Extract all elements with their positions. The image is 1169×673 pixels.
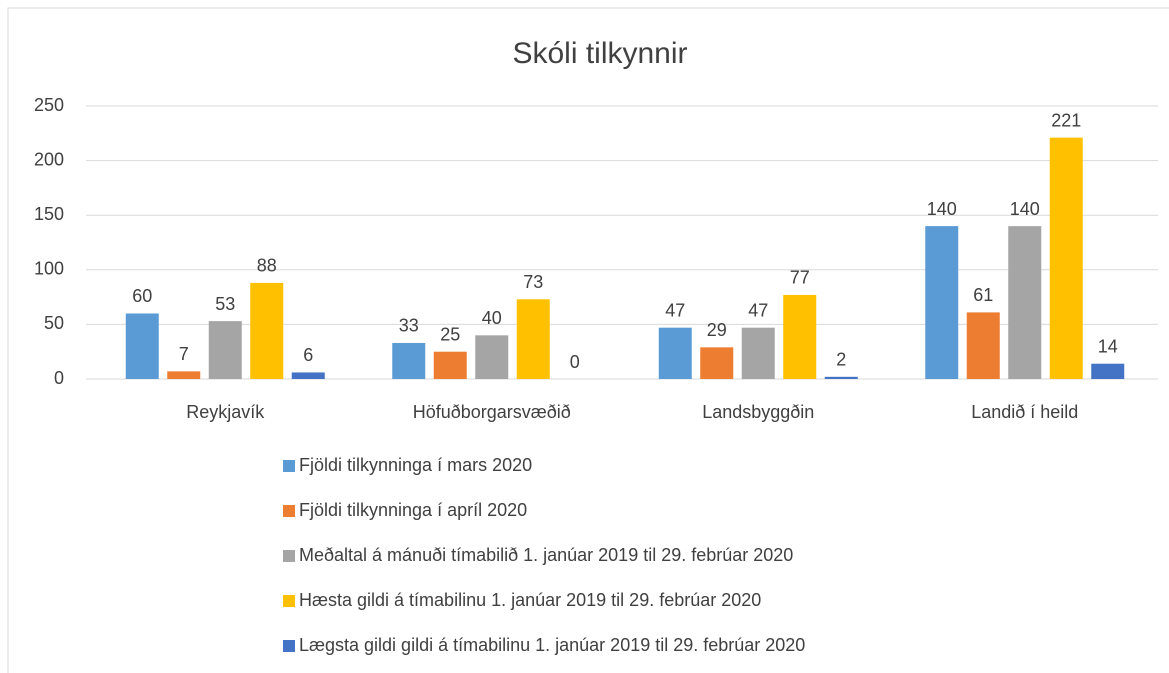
data-label: 25 [440,324,460,344]
legend-swatch [283,460,295,472]
data-label: 7 [179,344,189,364]
bar [208,321,242,379]
bar [966,312,1000,379]
data-label: 40 [482,308,502,328]
data-label: 47 [748,300,768,320]
legend-swatch [283,640,295,652]
y-tick-label: 200 [34,149,64,169]
bar [783,294,817,379]
x-tick-label: Reykjavík [186,402,265,422]
bar [824,376,858,379]
bar [475,335,509,379]
chart-title: Skóli tilkynnir [512,37,687,70]
data-label: 53 [215,294,235,314]
bar [925,226,959,379]
data-label: 61 [973,285,993,305]
data-label: 29 [707,320,727,340]
bar [433,351,467,379]
legend-label: Hæsta gildi á tímabilinu 1. janúar 2019 … [299,590,761,610]
legend-swatch [283,505,295,517]
bar [1008,226,1042,379]
bar [516,299,550,379]
y-tick-label: 100 [34,259,64,279]
data-label: 140 [927,199,957,219]
x-tick-label: Landsbyggðin [702,402,814,422]
bar [658,327,692,379]
bar [125,313,159,379]
data-label: 221 [1051,110,1081,130]
data-label: 88 [257,256,277,276]
bar [167,371,201,379]
x-tick-label: Landið í heild [971,402,1078,422]
legend-label: Fjöldi tilkynninga í mars 2020 [299,455,532,475]
bar [700,347,734,379]
data-label: 73 [523,272,543,292]
data-label: 77 [790,268,810,288]
x-tick-label: Höfuðborgarsvæðið [413,402,571,422]
bar [741,327,775,379]
y-tick-label: 250 [34,95,64,115]
data-label: 2 [836,350,846,370]
data-label: 0 [570,352,580,372]
data-label: 140 [1010,199,1040,219]
legend-swatch [283,595,295,607]
legend-swatch [283,550,295,562]
y-tick-label: 0 [54,368,64,388]
legend-label: Fjöldi tilkynninga í apríl 2020 [299,500,527,520]
legend-label: Meðaltal á mánuði tímabilið 1. janúar 20… [299,545,793,565]
data-label: 6 [303,345,313,365]
data-label: 14 [1098,336,1118,356]
legend-label: Lægsta gildi gildi á tímabilinu 1. janúa… [299,635,805,655]
data-label: 60 [132,286,152,306]
y-tick-label: 150 [34,204,64,224]
y-tick-label: 50 [44,313,64,333]
bar [1049,137,1083,379]
bar [1091,363,1125,379]
bar [250,282,284,379]
bar [392,342,426,379]
bar [291,372,325,379]
data-label: 47 [665,300,685,320]
data-label: 33 [399,316,419,336]
